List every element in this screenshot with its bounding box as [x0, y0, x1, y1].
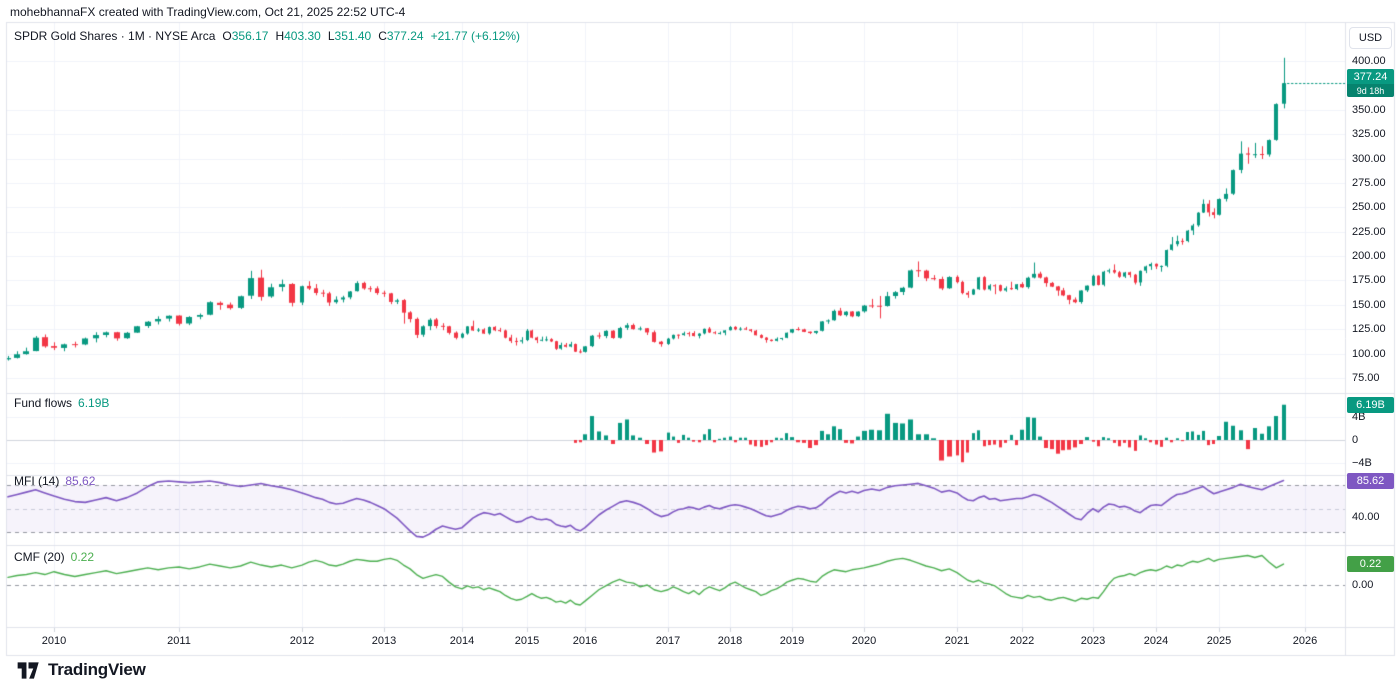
fund-flows-axis-label: −4B	[1352, 456, 1372, 469]
price-axis-label: 400.00	[1352, 55, 1386, 67]
fund-flows-badge: 6.19B	[1347, 396, 1394, 413]
price-axis-label: 250.00	[1352, 201, 1386, 214]
price-axis-label: 150.00	[1352, 298, 1386, 311]
time-axis-label: 2014	[449, 635, 475, 647]
fund-flows-label: Fund flows	[14, 396, 73, 410]
ohlc-open-value: 356.17	[231, 29, 269, 43]
ohlc-high-label: H	[275, 29, 285, 43]
price-axis-label: 175.00	[1352, 274, 1386, 287]
cmf-label: CMF (20)	[14, 550, 65, 564]
price-axis-label: 225.00	[1352, 225, 1386, 238]
time-axis-label: 2025	[1206, 635, 1232, 647]
time-axis-label: 2024	[1143, 635, 1169, 647]
price-axis-label: 300.00	[1352, 152, 1386, 165]
fund-flows-legend[interactable]: Fund flows 6.19B	[14, 396, 109, 410]
time-axis-label: 2022	[1009, 635, 1035, 647]
price-axis-label: 350.00	[1352, 103, 1386, 116]
ohlc-high-value: 403.30	[284, 29, 321, 43]
mfi-label: MFI (14)	[14, 474, 60, 488]
symbol-title: SPDR Gold Shares · 1M · NYSE Arca	[14, 29, 216, 43]
time-axis-label: 2012	[289, 635, 315, 647]
time-axis-label: 2010	[41, 635, 67, 647]
tradingview-logo-icon	[16, 661, 41, 680]
mfi-legend[interactable]: MFI (14) 85.62	[14, 474, 95, 488]
mfi-value: 85.62	[65, 474, 96, 488]
tradingview-logo-text: TradingView	[48, 660, 146, 679]
cmf-axis-label: 0.00	[1352, 579, 1374, 591]
cmf-value: 0.22	[70, 550, 95, 564]
cmf-badge: 0.22	[1347, 556, 1394, 573]
last-price-value: 377.24	[1353, 70, 1388, 83]
bar-countdown: 9d 18h	[1347, 84, 1394, 98]
ohlc-close-value: 377.24	[386, 29, 424, 43]
fund-flows-value: 6.19B	[78, 396, 110, 410]
time-axis-label: 2026	[1292, 635, 1318, 647]
price-axis-label: 275.00	[1352, 176, 1386, 189]
change-value: +21.77 (+6.12%)	[430, 29, 520, 43]
price-axis-label: 100.00	[1352, 347, 1386, 360]
ohlc-low-label: L	[327, 29, 335, 43]
last-price-badge: 377.24 9d 18h	[1347, 69, 1394, 98]
time-axis-label: 2011	[167, 635, 191, 647]
price-axis-label: 200.00	[1352, 250, 1386, 262]
mfi-badge: 85.62	[1347, 472, 1394, 489]
fund-flows-axis-label: 4B	[1352, 411, 1366, 424]
time-axis-label: 2018	[717, 635, 743, 647]
time-axis-label: 2017	[655, 635, 681, 647]
ohlc-close-label: C	[378, 29, 387, 43]
tradingview-logo[interactable]: TradingView	[16, 660, 146, 680]
ohlc-open-label: O	[222, 29, 232, 43]
cmf-legend[interactable]: CMF (20) 0.22	[14, 550, 94, 564]
time-axis-label: 2015	[514, 635, 540, 647]
fund-flows-axis-label: 0	[1352, 434, 1359, 446]
time-axis-label: 2019	[779, 635, 805, 647]
ohlc-low-value: 351.40	[334, 29, 372, 43]
time-axis-label: 2020	[851, 635, 877, 647]
time-axis-label: 2013	[371, 635, 397, 647]
symbol-legend[interactable]: SPDR Gold Shares · 1M · NYSE Arca O356.17…	[14, 29, 520, 43]
attribution-text: mohebhannaFX created with TradingView.co…	[10, 5, 406, 19]
time-axis-label: 2023	[1080, 635, 1106, 647]
price-axis-label: 75.00	[1352, 371, 1380, 384]
price-axis-label: 325.00	[1352, 128, 1386, 141]
time-axis-label: 2021	[944, 635, 970, 647]
mfi-axis-label: 40.00	[1352, 510, 1380, 523]
currency-toggle-button[interactable]: USD	[1349, 27, 1392, 49]
time-axis-label: 2016	[572, 635, 598, 647]
price-axis-label: 125.00	[1352, 323, 1386, 336]
